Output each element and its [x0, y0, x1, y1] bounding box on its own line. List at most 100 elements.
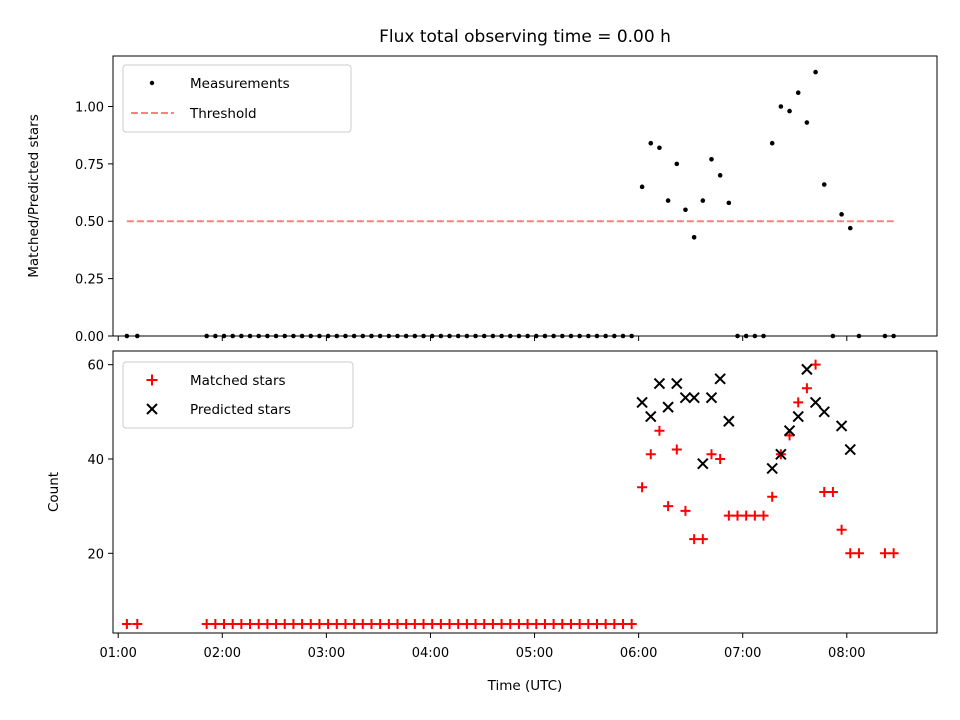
matched-stars-point	[715, 453, 726, 464]
top-y-tick-label: 1.00	[75, 100, 104, 115]
predicted-stars-point	[792, 410, 804, 423]
legend-label-matched-stars: Matched stars	[190, 373, 286, 389]
measurements-point	[683, 207, 688, 213]
predicted-stars-point	[835, 420, 848, 432]
matched-stars-point	[548, 619, 559, 630]
matched-stars-point	[401, 619, 412, 630]
matched-stars-point	[271, 619, 282, 630]
matched-stars-point	[219, 619, 230, 630]
matched-stars-point	[210, 619, 221, 630]
measurements-point	[813, 69, 818, 75]
matched-stars-point	[323, 619, 334, 630]
matched-stars-point	[349, 619, 360, 630]
matched-stars-point	[132, 619, 143, 630]
matched-stars-point	[470, 619, 481, 630]
matched-stars-point	[496, 619, 507, 630]
matched-stars-point	[801, 383, 812, 394]
top-y-tick-label: 0.50	[75, 215, 104, 230]
measurements-point	[648, 140, 654, 146]
matched-stars-point	[749, 510, 760, 521]
matched-stars-point	[288, 619, 299, 630]
matched-stars-point	[810, 359, 821, 370]
legend-label-measurements: Measurements	[190, 76, 290, 92]
matched-stars-point	[279, 619, 290, 630]
predicted-stars-point	[645, 410, 657, 423]
predicted-stars-point	[697, 457, 709, 470]
bottom-x-tick-label: 01:00	[99, 646, 136, 661]
matched-stars-point	[461, 619, 472, 630]
matched-stars-point	[383, 619, 394, 630]
matched-stars-point	[618, 619, 629, 630]
legend-label-threshold: Threshold	[189, 106, 257, 122]
bottom-x-tick-label: 06:00	[620, 646, 657, 661]
predicted-stars-point	[818, 406, 830, 418]
measurements-point	[665, 198, 671, 203]
bottom-plot-area: 20 40 60 01:00 02:00 03:00 04:00 05:00 06:00 07:0…	[87, 350, 938, 661]
bottom-x-tick-label: 05:00	[516, 646, 553, 661]
measurements-point	[674, 161, 680, 167]
measurements-point	[778, 104, 784, 109]
matched-stars-point	[375, 619, 386, 630]
matched-stars-point	[758, 510, 769, 521]
matched-stars-point	[654, 425, 665, 436]
matched-stars-point	[236, 619, 247, 630]
matched-stars-point	[479, 619, 490, 630]
matched-stars-point	[453, 619, 464, 630]
predicted-stars-point	[714, 373, 726, 385]
matched-stars-point	[680, 505, 691, 516]
bottom-x-tick-label: 03:00	[308, 646, 345, 661]
bottom-y-tick-label: 40	[87, 453, 104, 468]
matched-stars-point	[121, 619, 132, 630]
matched-stars-point	[418, 619, 429, 630]
matched-stars-point	[853, 548, 864, 559]
matched-stars-point	[827, 487, 838, 497]
matched-stars-point	[305, 619, 316, 630]
matched-stars-point	[741, 510, 752, 521]
matched-stars-point	[819, 487, 830, 497]
measurements-point	[839, 212, 844, 217]
legend-marker-predicted-stars	[146, 403, 158, 415]
matched-stars-point	[505, 619, 516, 630]
legend-label-predicted-stars: Predicted stars	[190, 402, 291, 418]
matched-stars-point	[888, 548, 899, 559]
matched-stars-point	[723, 510, 734, 521]
predicted-stars-point	[653, 377, 666, 390]
bottom-y-tick-label: 60	[87, 359, 104, 374]
measurements-point	[709, 156, 714, 162]
matched-stars-point	[767, 491, 778, 502]
matched-stars-point	[487, 619, 498, 630]
matched-stars-point	[201, 619, 212, 630]
predicted-stars-point	[705, 391, 718, 404]
matched-stars-point	[600, 619, 611, 630]
bottom-legend: Matched stars Predicted stars	[122, 361, 354, 429]
predicted-stars-point	[679, 391, 692, 404]
matched-stars-point	[297, 619, 308, 630]
matched-stars-point	[331, 619, 342, 630]
predicted-stars-point	[783, 424, 796, 437]
bottom-x-tick-label: 04:00	[412, 646, 449, 661]
measurements-point	[795, 90, 801, 96]
measurements-point	[804, 120, 810, 125]
matched-stars-point	[435, 619, 446, 630]
matched-stars-point	[645, 449, 656, 460]
matched-stars-point	[340, 619, 351, 630]
matched-stars-point	[366, 619, 377, 630]
top-legend-frame	[122, 64, 352, 133]
bottom-x-tick-label: 07:00	[724, 646, 761, 661]
matched-stars-point	[609, 619, 620, 630]
matched-stars-point	[697, 534, 708, 545]
matched-stars-point	[706, 449, 717, 460]
predicted-stars-point	[636, 396, 648, 409]
matched-stars-point	[591, 619, 602, 630]
predicted-stars-point	[801, 363, 813, 376]
top-y-tick-label: 0.75	[75, 158, 104, 173]
matched-stars-point	[836, 524, 847, 535]
top-y-tick-label: 0.25	[75, 273, 104, 288]
matched-stars-point	[637, 482, 648, 493]
matched-stars-point	[522, 619, 533, 630]
matched-stars-point	[444, 619, 455, 630]
top-y-tick-label: 0.00	[75, 330, 104, 345]
predicted-stars-point	[688, 391, 700, 404]
